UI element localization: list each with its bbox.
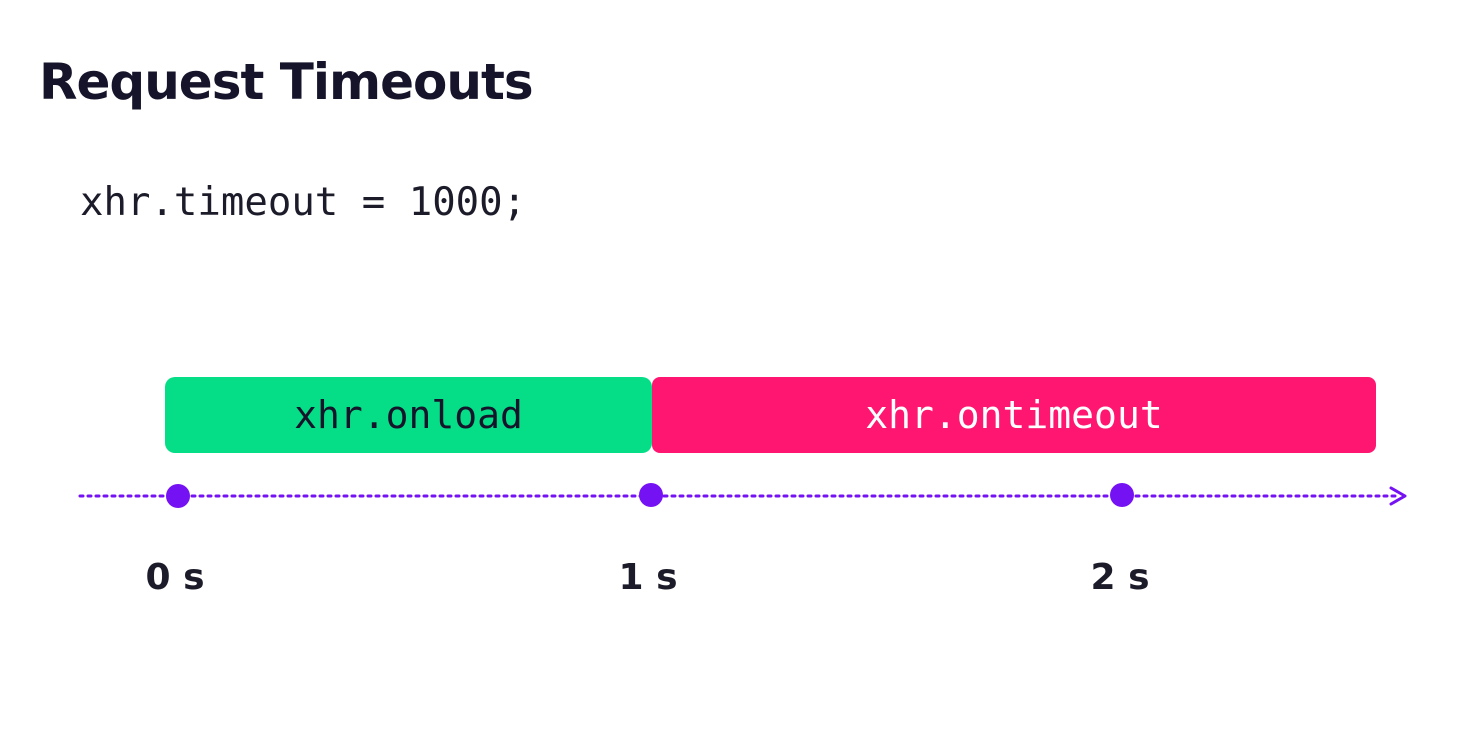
tick-dot-2s bbox=[1110, 483, 1134, 507]
tick-dot-0s bbox=[166, 484, 190, 508]
onload-event-block: xhr.onload bbox=[165, 377, 652, 453]
tick-label-0s: 0 s bbox=[145, 557, 205, 598]
ontimeout-event-label: xhr.ontimeout bbox=[865, 393, 1163, 437]
arrow-head-icon bbox=[1389, 486, 1407, 506]
onload-event-label: xhr.onload bbox=[294, 393, 523, 437]
tick-label-2s: 2 s bbox=[1090, 557, 1150, 598]
tick-dot-1s bbox=[639, 483, 663, 507]
tick-label-1s: 1 s bbox=[618, 557, 678, 598]
ontimeout-event-block: xhr.ontimeout bbox=[652, 377, 1376, 453]
page-title: Request Timeouts bbox=[39, 53, 534, 111]
code-snippet: xhr.timeout = 1000; bbox=[80, 180, 527, 225]
